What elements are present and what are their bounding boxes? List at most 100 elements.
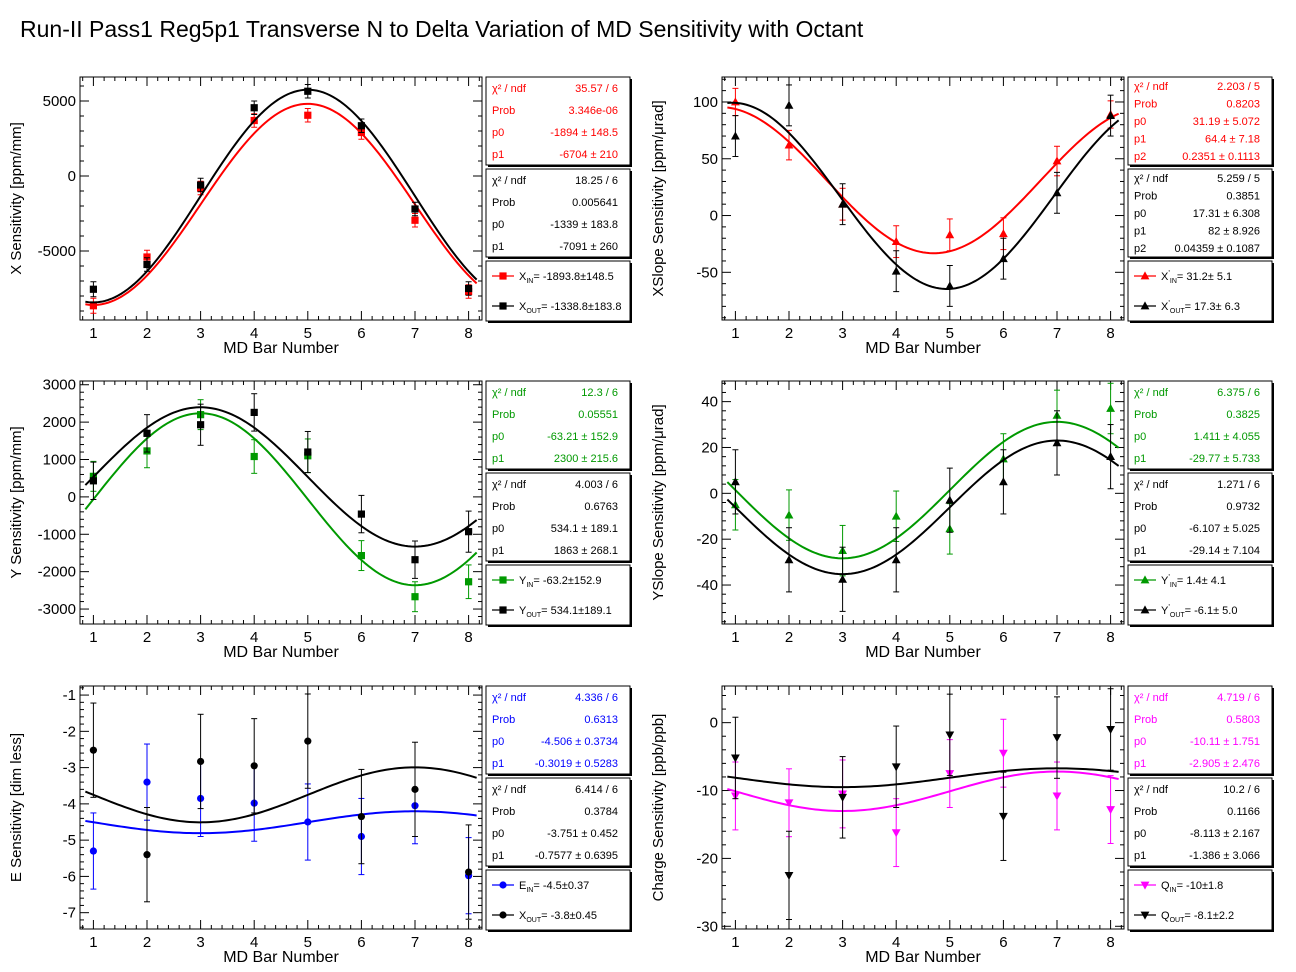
x-tick-label: 6 (357, 629, 365, 646)
stats-name: Prob (1134, 190, 1157, 202)
data-point (1052, 734, 1062, 743)
data-point (891, 511, 901, 520)
series-red (727, 87, 1120, 259)
y-tick-label: -7 (63, 905, 76, 922)
x-tick-label: 8 (1106, 325, 1114, 342)
stats-name: χ² / ndf (492, 83, 527, 95)
legend-marker (499, 606, 507, 614)
stats-value: -63.21 ± 152.9 (547, 431, 618, 443)
x-axis: 1 2 3 4 5 6 7 8 MD Bar Number (724, 77, 1122, 357)
series-green (726, 382, 1120, 577)
stats-name: p1 (1134, 453, 1146, 465)
x-tick-label: 2 (143, 325, 151, 342)
x-tick-label: 3 (196, 325, 204, 342)
data-point (999, 749, 1008, 758)
data-point (784, 140, 794, 149)
fit-curve-black (84, 766, 477, 824)
x-tick-label: 2 (785, 325, 793, 342)
data-point (1052, 792, 1062, 801)
y-tick-label: -30 (696, 918, 718, 935)
x-tick-label: 4 (250, 934, 258, 951)
x-axis-label: MD Bar Number (865, 340, 981, 357)
data-point (999, 229, 1008, 238)
stats-box-frame (485, 685, 631, 775)
page-title: Run-II Pass1 Reg5p1 Transverse N to Delt… (20, 16, 864, 42)
stats-name: χ² / ndf (492, 692, 527, 704)
stats-name: p1 (492, 241, 504, 253)
stats-name: χ² / ndf (1134, 81, 1169, 93)
x-tick-label: 5 (304, 325, 312, 342)
stats-value: -3.751 ± 0.452 (547, 828, 618, 840)
stats-box-red: χ² / ndf 35.57 / 6 Prob 3.346e-06 p0 -1894 ± … (485, 76, 632, 167)
stats-name: p0 (492, 523, 504, 535)
stats-name: p0 (1134, 523, 1146, 535)
fit-curve-black (726, 439, 1120, 576)
x-tick-label: 5 (946, 934, 954, 951)
series-black (84, 693, 477, 920)
stats-box-frame (1127, 777, 1273, 867)
y-axis-label: Y Sensitivity [ppm/mm] (8, 426, 25, 578)
stats-box-black: χ² / ndf 1.271 / 6 Prob 0.9732 p0 -6.107 ± 5.… (1127, 472, 1274, 563)
data-point (465, 578, 473, 586)
data-point (891, 555, 901, 564)
data-point (197, 757, 205, 766)
data-point (143, 260, 151, 269)
data-point (197, 421, 205, 429)
stats-value: -1894 ± 148.5 (550, 127, 618, 139)
data-point (1106, 452, 1115, 461)
legend-entry: Y'IN= 1.4± 4.1 (1161, 573, 1226, 589)
stats-value: 31.19 ± 5.072 (1193, 116, 1260, 128)
series-black (84, 393, 478, 579)
data-point (1052, 188, 1062, 197)
stats-value: 4.003 / 6 (575, 479, 618, 491)
stats-name: p1 (1134, 545, 1146, 557)
x-axis-label: MD Bar Number (865, 644, 981, 661)
y-axis: 3000 2000 1000 0 -1000 -2000 -3000 Y Sensitivit… (8, 377, 482, 625)
data-point (784, 799, 794, 808)
stats-name: χ² / ndf (1134, 387, 1169, 399)
stats-value: -6704 ± 210 (559, 149, 618, 161)
x-tick-label: 7 (1053, 629, 1061, 646)
stats-value: 4.336 / 6 (575, 692, 618, 704)
data-point (784, 871, 794, 880)
y-tick-label: -1000 (38, 526, 76, 543)
legend-entry: X'IN= 31.2± 5.1 (1161, 269, 1232, 285)
x-tick-label: 4 (892, 629, 900, 646)
stats-name: Prob (492, 105, 515, 117)
y-axis-label: E Sensitivity [dim less] (8, 733, 25, 882)
x-tick-label: 7 (411, 629, 419, 646)
stats-box-frame (485, 168, 631, 258)
stats-value: -29.77 ± 5.733 (1189, 453, 1260, 465)
plot-frame (721, 685, 1125, 930)
stats-value: -1339 ± 183.8 (550, 219, 618, 231)
y-tick-label: 0 (710, 208, 718, 225)
data-point (1106, 806, 1115, 815)
data-point (357, 510, 365, 518)
stats-name: Prob (492, 501, 515, 513)
data-point (304, 111, 312, 119)
stats-name: p1 (1134, 758, 1146, 770)
x-tick-label: 6 (999, 629, 1007, 646)
stats-value: 0.5803 (1226, 714, 1260, 726)
legend-marker (499, 302, 507, 310)
x-tick-label: 5 (304, 934, 312, 951)
data-point (143, 778, 151, 786)
stats-box-frame (1127, 685, 1273, 775)
stats-value: 3.346e-06 (568, 105, 618, 117)
x-tick-label: 6 (357, 325, 365, 342)
fit-curve-black (727, 767, 1119, 789)
stats-name: χ² / ndf (1134, 784, 1169, 796)
x-tick-label: 3 (838, 934, 846, 951)
x-axis: 1 2 3 4 5 6 7 8 MD Bar Number (82, 686, 480, 966)
data-point (357, 122, 365, 130)
x-tick-label: 2 (143, 934, 151, 951)
stats-value: 0.005641 (572, 197, 618, 209)
stats-name: p0 (492, 828, 504, 840)
stats-name: χ² / ndf (1134, 479, 1169, 491)
data-point (250, 104, 258, 112)
y-tick-label: -5 (63, 832, 76, 849)
fit-curve-black (727, 101, 1120, 290)
data-point (1106, 111, 1115, 120)
stats-value: 64.4 ± 7.18 (1205, 134, 1260, 146)
x-tick-label: 2 (785, 629, 793, 646)
